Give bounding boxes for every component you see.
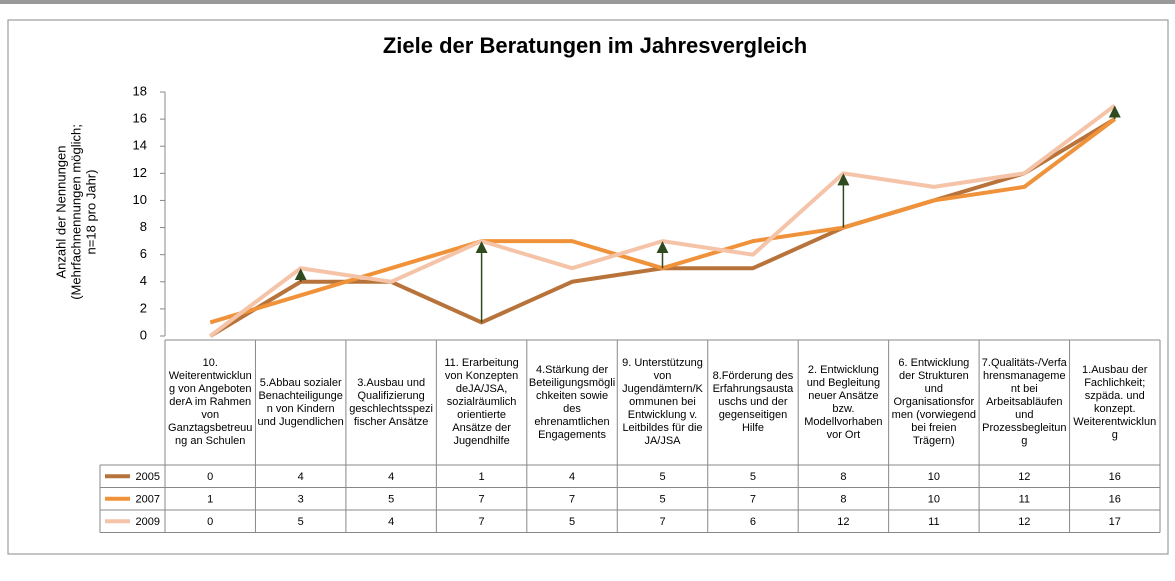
table-value: 1 [207, 494, 213, 506]
table-value: 0 [207, 516, 213, 528]
series-line [209, 103, 1116, 338]
legend-label: 2007 [136, 494, 160, 506]
table-value: 7 [659, 516, 665, 528]
x-tick-label: 8.Förderung des Erfahrungsaustauschs und… [712, 370, 794, 434]
x-tick-label: 3.Ausbau und Qualifizierung geschlechtss… [349, 376, 434, 428]
category-cell: 6. Entwicklung der Strukturen und Organi… [891, 357, 977, 447]
x-tick-label: 1.Ausbau der Fachlichkeit; szpäda. und k… [1073, 363, 1157, 441]
category-cell: 10. Weiterentwicklung von Angeboten derA… [168, 357, 253, 447]
table-value: 1 [479, 471, 485, 483]
table-value: 3 [298, 494, 304, 506]
table-value: 5 [659, 494, 665, 506]
table-value: 4 [298, 471, 304, 483]
table-value: 12 [837, 516, 849, 528]
x-tick-label: 10. Weiterentwicklung von Angeboten derA… [168, 357, 253, 447]
table-value: 10 [928, 471, 940, 483]
table-value: 5 [659, 471, 665, 483]
y-tick-label: 2 [140, 300, 147, 315]
table-value: 5 [388, 494, 394, 506]
category-cell: 9. Unterstützung von Jugendämtern/Kommun… [622, 357, 703, 447]
x-tick-label: 5.Abbau sozialer Benachteiligungen von K… [257, 376, 344, 428]
table-value: 11 [1019, 494, 1030, 506]
y-axis-label: Anzahl der Nennungen [53, 146, 68, 279]
table-value: 8 [840, 494, 846, 506]
table-value: 7 [569, 494, 575, 506]
table-value: 12 [1018, 516, 1030, 528]
y-tick-label: 18 [133, 83, 147, 98]
category-cell: 8.Förderung des Erfahrungsaustauschs und… [712, 370, 794, 434]
x-tick-label: 7.Qualitäts-/Verfahrensmanagement bei Ar… [981, 357, 1067, 447]
x-tick-label: 2. Entwicklung und Begleitung neuer Ansä… [804, 363, 883, 441]
x-tick-label: 4.Stärkung der Beteiligungsmöglichkeiten… [528, 363, 616, 441]
y-tick-label: 14 [133, 138, 147, 153]
table-value: 8 [840, 471, 846, 483]
table-value: 0 [207, 471, 213, 483]
y-tick-label: 4 [140, 273, 147, 288]
y-tick-label: 8 [140, 219, 147, 234]
table-value: 4 [388, 471, 394, 483]
category-cell: 3.Ausbau und Qualifizierung geschlechtss… [349, 376, 434, 428]
table-value: 7 [479, 516, 485, 528]
table-value: 5 [298, 516, 304, 528]
y-tick-label: 16 [133, 111, 147, 126]
table-value: 4 [569, 471, 575, 483]
table-value: 6 [750, 516, 756, 528]
table-value: 16 [1109, 471, 1121, 483]
category-cell: 2. Entwicklung und Begleitung neuer Ansä… [804, 363, 883, 441]
table-value: 16 [1109, 494, 1121, 506]
top-bar [0, 0, 1175, 4]
table-value: 10 [928, 494, 940, 506]
x-tick-label: 6. Entwicklung der Strukturen und Organi… [891, 357, 977, 447]
category-cell: 7.Qualitäts-/Verfahrensmanagement bei Ar… [981, 357, 1067, 447]
y-tick-label: 12 [133, 165, 147, 180]
series-line [209, 117, 1116, 325]
chart-title: Ziele der Beratungen im Jahresvergleich [383, 33, 807, 58]
category-cell: 4.Stärkung der Beteiligungsmöglichkeiten… [528, 363, 616, 441]
frame [7, 19, 1169, 555]
table-value: 5 [750, 471, 756, 483]
category-cell: 11. Erarbeitung von Konzepten deJA/JSA, … [444, 357, 519, 447]
table-value: 4 [388, 516, 394, 528]
category-cell: 1.Ausbau der Fachlichkeit; szpäda. und k… [1073, 363, 1157, 441]
y-tick-label: 6 [140, 246, 147, 261]
y-tick-label: 0 [140, 327, 147, 342]
series-line [209, 117, 1116, 338]
table-value: 5 [569, 516, 575, 528]
table-value: 17 [1109, 516, 1121, 528]
x-tick-label: 9. Unterstützung von Jugendämtern/Kommun… [622, 357, 703, 447]
y-axis-label: (Mehrfachnennungen möglich; [68, 124, 83, 300]
category-cell: 5.Abbau sozialer Benachteiligungen von K… [257, 376, 344, 428]
table-value: 11 [928, 516, 939, 528]
table-value: 7 [750, 494, 756, 506]
table-value: 12 [1018, 471, 1030, 483]
x-tick-label: 11. Erarbeitung von Konzepten deJA/JSA, … [444, 357, 519, 447]
table-value: 7 [479, 494, 485, 506]
legend-label: 2005 [136, 471, 160, 483]
y-axis-label: n=18 pro Jahr) [83, 170, 98, 255]
legend-label: 2009 [136, 516, 160, 528]
y-tick-label: 10 [133, 192, 147, 207]
